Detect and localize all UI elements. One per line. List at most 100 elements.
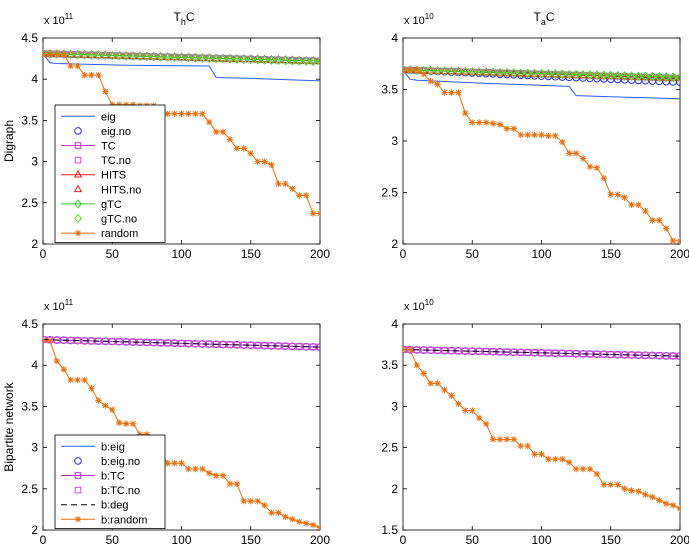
series-b-random-marker [226,480,234,488]
series-gtc-marker [669,72,678,82]
y-tick-label: 4 [31,358,38,372]
y-tick-label: 3 [31,441,38,455]
x-tick-label: 0 [40,247,47,261]
legend-label: TC [101,141,116,153]
series-b-random-marker [199,465,206,473]
series-b-random-marker [607,481,614,488]
legend-marker [74,142,82,149]
series-gtc-no-marker [212,54,221,64]
series-b-random-marker [309,521,317,529]
series-random-marker [206,118,213,126]
series-b-random-marker [462,407,469,414]
series-gtc-no-marker [260,55,269,65]
series-random-marker [43,51,47,58]
series-b-random-marker [579,465,587,473]
legend-marker [73,184,83,193]
series-hits-no-marker [94,50,103,58]
series-random-marker [489,120,497,127]
series-b-random-marker [406,346,414,353]
series-b-random-marker [469,407,476,414]
legend-marker [74,213,82,224]
series-hits-no-marker [101,50,110,59]
series-random-marker [662,225,670,232]
series-b-random-marker [60,366,67,373]
series-gtc-no-marker [281,56,290,66]
series-gtc-no-marker [475,67,484,77]
series-gtc-no-marker [655,72,664,83]
series-b-random-marker [247,497,254,505]
series-gtc-no-marker [253,55,262,65]
x-tick-label: 100 [171,533,191,547]
series-random-marker [289,185,296,192]
x-tick-label: 200 [310,247,330,261]
y-tick-label: 2 [391,482,398,496]
series-gtc-no-marker [59,49,68,59]
series-b-random-marker [115,419,123,427]
series-b-random-marker [219,472,227,479]
series-random-marker [247,150,254,157]
series-random-marker [455,89,462,96]
legend-marker [74,127,82,135]
series-b-random-marker [46,337,54,344]
series-random-marker [309,210,317,217]
series-gtc-no-marker [163,52,172,62]
series-gtc-no-marker [302,56,311,67]
series-gtc-no-marker [94,50,103,60]
series-gtc-no-marker [606,71,615,81]
series-gtc-no-marker [135,51,144,62]
series-b-random-marker [545,455,552,463]
series-gtc-no-marker [219,54,228,64]
series-gtc-no-marker [565,70,574,80]
series-random-marker [635,201,642,209]
y-tick-label: 4 [391,31,398,45]
plot-area [402,323,681,531]
series-b-random-marker [538,450,545,458]
series-random-marker [552,132,559,140]
series-b-random-marker [586,465,594,473]
x-tick-label: 200 [310,533,330,547]
series-eig-no-marker [676,78,680,87]
series-gtc-no-marker [142,52,151,62]
series-b-random-marker [316,524,320,530]
legend-label: b:TC.no [101,485,140,497]
series-random-marker [524,131,531,139]
series-gtc-no-marker [544,69,553,79]
x-tick-label: 50 [106,247,120,261]
series-group [43,48,320,217]
series-gtc-no-marker [274,56,283,66]
series-gtc-no-marker [558,70,567,80]
series-b-random-marker [614,481,621,488]
series-random-marker [621,194,628,201]
y-tick-label: 2 [31,237,38,251]
series-b-random-marker [531,450,538,458]
series-b-random-marker [164,460,171,467]
series-random-marker [566,150,573,157]
axis-exponent: x 1011 [44,298,74,313]
series-gtc-marker [655,72,664,82]
series-random-marker [413,66,421,74]
series-b-random-marker [441,386,448,394]
legend-label: HITS.no [101,184,141,196]
series-gtc-no-marker [156,52,165,62]
y-tick-label: 4.5 [21,317,38,331]
y-tick-label: 3 [391,134,398,148]
series-b-random-marker [489,436,497,443]
series-b-random-marker [482,420,490,427]
legend-marker [74,486,82,494]
x-tick-label: 50 [466,247,480,261]
series-gtc-no-marker [468,67,477,77]
series-gtc-no-marker [80,50,89,60]
series-b-random-marker [475,414,483,422]
series-b-random-marker [642,491,649,498]
series-gtc-no-marker [502,68,511,78]
series-gtc-no-marker [482,67,491,77]
x-tick-label: 150 [241,533,261,547]
series-hits-no-marker [135,51,145,60]
chart-panel-3: 0 50 100 150 200 2 2.5 3 3.5 4 4.5 x 1011 Bipartite … [2,298,330,547]
y-tick-label: 2.5 [381,441,398,455]
series-hits-no-marker [163,52,172,60]
series-b-random-marker [206,469,213,477]
series-gtc-no-marker [129,51,137,61]
y-tick-label: 3.5 [21,399,38,413]
series-b-random-marker [109,406,116,413]
